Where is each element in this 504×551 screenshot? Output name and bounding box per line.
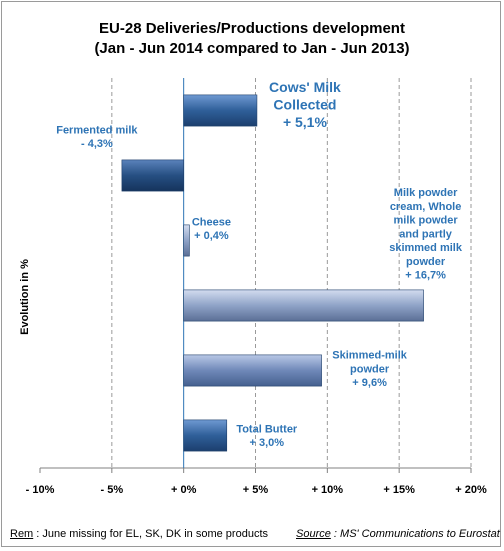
x-tick-labels: - 10% - 5% + 0% + 5% + 10% + 15% + 20% [26, 484, 487, 496]
bar [183, 354, 322, 387]
bar-data-label: + 0,4% [194, 230, 229, 242]
axes [39, 78, 472, 473]
x-tick-label: + 5% [243, 484, 269, 496]
bar-data-label: Collected [273, 96, 336, 112]
bar-data-label: + 9,6% [352, 377, 387, 389]
bar [183, 224, 190, 257]
x-tick-label: + 15% [383, 484, 415, 496]
bar [183, 94, 258, 127]
gridlines [111, 78, 472, 468]
bar [183, 419, 228, 452]
bar-data-label: powder [350, 363, 390, 375]
bar-data-label: - 4,3% [81, 138, 113, 150]
bar-data-label: Milk powder [394, 187, 458, 199]
bar-data-label: and partly [399, 228, 452, 240]
footer-source: Source : MS' Communications to Eurostat [296, 528, 500, 540]
bar [183, 289, 424, 322]
source-text: : MS' Communications to Eurostat [330, 528, 500, 540]
x-tick-label: + 20% [455, 484, 487, 496]
chart-title-line2: (Jan - Jun 2014 compared to Jan - Jun 20… [94, 40, 410, 57]
bar-data-label: Total Butter [236, 423, 298, 435]
remark-text: : June missing for EL, SK, DK in some pr… [33, 528, 268, 540]
x-tick-label: + 0% [171, 484, 197, 496]
bar-data-label: + 3,0% [249, 437, 284, 449]
x-tick-label: - 10% [26, 484, 55, 496]
footer-remark: Rem : June missing for EL, SK, DK in som… [10, 528, 268, 540]
bar [121, 159, 184, 192]
bar-data-label: Cows' Milk [269, 79, 341, 95]
bar-data-label: Cheese [192, 216, 231, 228]
x-tick-label: - 5% [101, 484, 124, 496]
y-axis-label: Evolution in % [19, 259, 31, 335]
remark-label: Rem [10, 528, 34, 540]
bar-data-label: + 16,7% [405, 270, 446, 282]
bar-data-label: Skimmed-milk [332, 350, 407, 362]
bar-data-label: skimmed milk [389, 242, 463, 254]
bar-data-label: + 5,1% [283, 114, 328, 130]
bars [121, 94, 424, 452]
bar-data-label: milk powder [393, 215, 458, 227]
source-label: Source [296, 528, 331, 540]
bar-data-label: Fermented milk [56, 124, 138, 136]
bar-data-label: powder [406, 256, 446, 268]
x-tick-label: + 10% [312, 484, 344, 496]
bar-data-label: cream, Whole [390, 201, 462, 213]
chart-title-line1: EU-28 Deliveries/Productions development [99, 20, 405, 37]
